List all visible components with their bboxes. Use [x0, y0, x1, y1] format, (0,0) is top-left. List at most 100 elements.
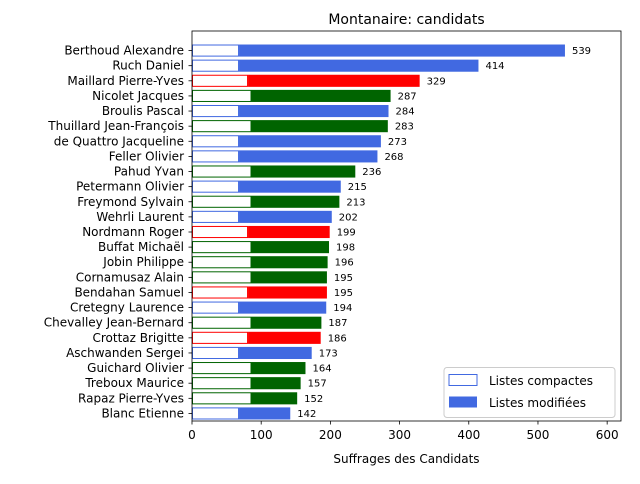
bar-compact: [192, 104, 240, 118]
value-label: 287: [398, 91, 417, 102]
bar-modified: [248, 286, 327, 299]
value-label: 195: [334, 288, 353, 299]
bar-modified: [239, 44, 565, 57]
bar-compact: [192, 180, 240, 193]
bar-modified: [251, 316, 322, 329]
bar-modified: [251, 89, 391, 102]
category-label: Crottaz Brigitte: [92, 331, 184, 345]
category-label: Treboux Maurice: [84, 376, 184, 390]
value-label: 198: [336, 243, 355, 254]
value-label: 414: [485, 61, 504, 72]
bar-modified: [251, 195, 340, 208]
value-label: 195: [334, 273, 353, 284]
bar-modified: [251, 392, 298, 405]
chart-title: Montanaire: candidats: [328, 12, 484, 28]
category-label: Feller Olivier: [109, 149, 184, 163]
legend-label-modified: Listes modifiées: [489, 396, 586, 410]
category-label: Blanc Etienne: [101, 406, 184, 420]
legend-swatch-modified: [449, 396, 477, 408]
bar-modified: [251, 241, 330, 254]
category-label: Jobin Philippe: [102, 255, 184, 269]
category-label: Rapaz Pierre-Yves: [78, 391, 184, 405]
value-label: 236: [362, 167, 381, 178]
bar-modified: [239, 210, 332, 223]
value-label: 213: [346, 197, 365, 208]
x-tick-label: 500: [527, 428, 550, 442]
x-tick-label: 0: [188, 428, 196, 442]
x-tick-label: 400: [457, 428, 480, 442]
category-label: Pahud Yvan: [114, 165, 184, 179]
category-label: Nordmann Roger: [82, 225, 184, 239]
bar-compact: [192, 331, 249, 344]
bar-compact: [192, 120, 252, 133]
bar-modified: [248, 74, 420, 87]
bar-modified: [251, 165, 356, 178]
bar-modified: [251, 362, 306, 375]
bar-modified: [248, 331, 321, 344]
value-label: 539: [572, 46, 591, 57]
value-label: 273: [388, 137, 407, 148]
value-label: 152: [304, 394, 323, 405]
value-label: 329: [427, 76, 446, 87]
bar-modified: [251, 120, 388, 133]
category-label: Ruch Daniel: [112, 59, 184, 73]
bar-modified: [239, 135, 381, 148]
bar-compact: [192, 316, 252, 329]
bar-compact: [192, 392, 252, 405]
bar-modified: [251, 271, 327, 284]
x-axis-title: Suffrages des Candidats: [333, 452, 479, 466]
bar-compact: [192, 135, 240, 148]
value-label: 283: [395, 122, 414, 133]
value-label: 187: [328, 318, 347, 329]
bar-modified: [239, 59, 479, 72]
category-label: de Quattro Jacqueline: [54, 134, 184, 148]
value-label: 186: [328, 333, 347, 344]
value-label: 194: [333, 303, 352, 314]
value-label: 173: [319, 348, 338, 359]
bar-compact: [192, 225, 249, 239]
bar-compact: [192, 165, 252, 178]
category-label: Aschwanden Sergei: [66, 346, 184, 360]
legend-frame: [443, 367, 616, 418]
value-label: 202: [339, 212, 358, 223]
x-tick-label: 600: [596, 428, 619, 442]
bar-compact: [192, 89, 252, 102]
category-label: Maillard Pierre-Yves: [67, 74, 184, 88]
bar-compact: [192, 210, 240, 223]
value-label: 268: [384, 152, 403, 163]
value-label: 157: [308, 379, 327, 390]
bar-modified: [248, 225, 330, 239]
x-tick-label: 300: [388, 428, 411, 442]
bar-modified: [251, 377, 301, 390]
legend-swatch-compact: [448, 374, 478, 386]
category-label: Berthoud Alexandre: [64, 44, 184, 58]
bar-compact: [192, 44, 240, 57]
bar-modified: [239, 104, 389, 118]
value-label: 164: [312, 364, 331, 375]
bar-compact: [192, 59, 240, 72]
value-label: 284: [396, 107, 415, 118]
bar-compact: [192, 362, 252, 375]
category-label: Freymond Sylvain: [77, 195, 184, 209]
bar-compact: [192, 286, 249, 299]
value-label: 215: [348, 182, 367, 193]
category-label: Wehrli Laurent: [96, 210, 184, 224]
bar-modified: [239, 150, 378, 163]
category-label: Chevalley Jean-Bernard: [44, 316, 184, 330]
bar-modified: [239, 407, 291, 420]
bar-compact: [192, 346, 240, 360]
bar-compact: [192, 195, 252, 208]
bar-compact: [192, 301, 240, 314]
bar-modified: [239, 180, 341, 193]
plot-frame: [191, 30, 622, 422]
category-label: Broulis Pascal: [102, 104, 184, 118]
category-label: Buffat Michaël: [98, 240, 184, 254]
category-label: Petermann Olivier: [76, 180, 184, 194]
x-tick-label: 200: [319, 428, 342, 442]
bar-compact: [192, 271, 252, 284]
category-label: Bendahan Samuel: [74, 285, 184, 299]
bar-compact: [192, 256, 252, 269]
